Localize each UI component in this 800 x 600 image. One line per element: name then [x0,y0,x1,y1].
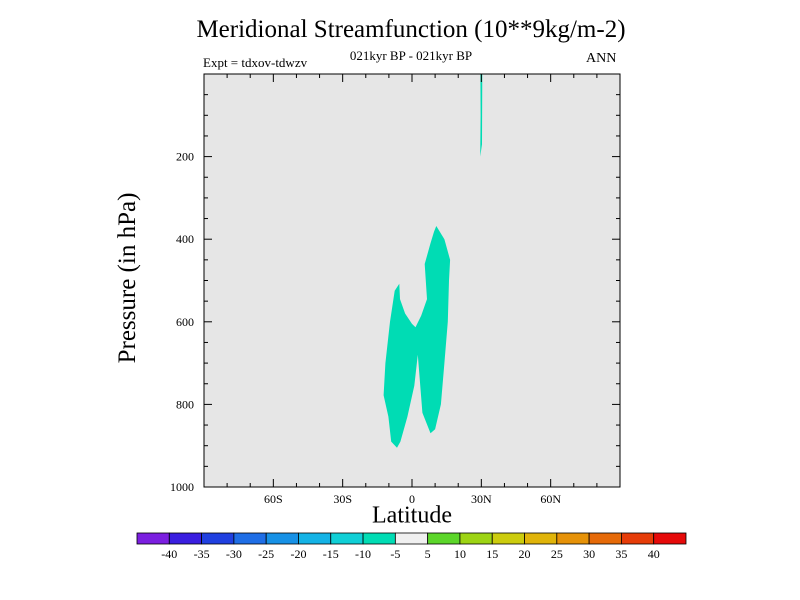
shaded-region-1 [383,226,451,448]
x-tick-label: 60S [264,492,283,506]
colorbar-label: 10 [454,547,466,561]
colorbar-box [459,532,493,545]
colorbar-box [524,532,558,545]
plot-background [204,74,620,487]
colorbar-label: 35 [615,547,627,561]
y-tick-label: 600 [176,315,194,329]
colorbar-box [362,532,396,545]
colorbar-box [427,532,461,545]
chart-subtitle: 021kyr BP - 021kyr BP [349,48,473,63]
colorbar-box [653,532,687,545]
season-label: ANN [586,51,617,66]
colorbar-label: 25 [551,547,563,561]
colorbar-box [491,532,525,545]
colorbar-label: 40 [648,547,660,561]
colorbar-label: -20 [290,547,306,561]
colorbar-label: 5 [425,547,431,561]
colorbar-box [621,532,655,545]
colorbar-box [330,532,364,545]
chart-title: Meridional Streamfunction (10**9kg/m-2) [196,16,626,43]
colorbar-label: 30 [583,547,595,561]
shaded-region-2 [480,74,483,157]
colorbar-box [233,532,267,545]
y-tick-label: 800 [176,397,194,411]
colorbar-label: -5 [390,547,400,561]
colorbar-box [265,532,299,545]
colorbar-box [201,532,235,545]
experiment-label: Expt = tdxov-tdwzv [203,55,308,70]
colorbar-label: 20 [519,547,531,561]
colorbar-box [556,532,590,545]
x-tick-label: 30S [333,492,352,506]
colorbar-box [168,532,202,545]
colorbar-label: -25 [258,547,274,561]
colorbar-box [394,532,429,545]
x-tick-label: 0 [409,492,415,506]
x-tick-label: 60N [540,492,561,506]
x-tick-label: 30N [471,492,492,506]
colorbar-box [298,532,332,545]
y-tick-label: 400 [176,232,194,246]
colorbar-box [588,532,622,545]
colorbar-label: -15 [323,547,339,561]
colorbar-label: 15 [486,547,498,561]
x-axis-label: Latitude [372,502,452,529]
colorbar-label: -10 [355,547,371,561]
colorbar-label: -40 [161,547,177,561]
colorbar-label: -30 [226,547,242,561]
colorbar-label: -35 [194,547,210,561]
colorbar-box [136,532,170,545]
y-tick-label: 1000 [170,480,194,494]
y-tick-label: 200 [176,150,194,164]
